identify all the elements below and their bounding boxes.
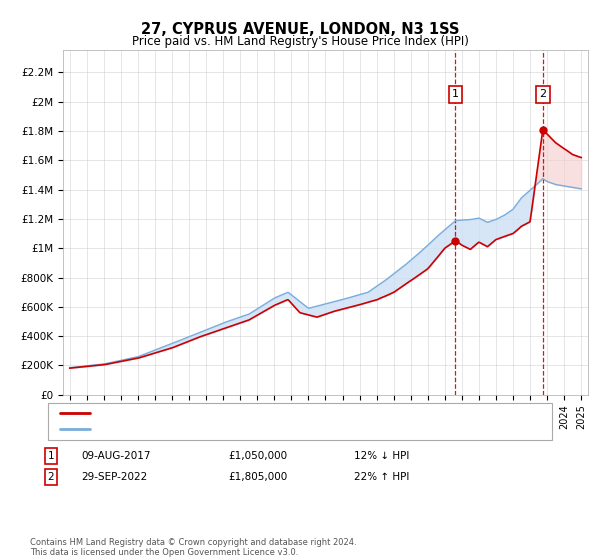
Text: £1,050,000: £1,050,000 [228,451,287,461]
Text: 12% ↓ HPI: 12% ↓ HPI [354,451,409,461]
Text: 09-AUG-2017: 09-AUG-2017 [81,451,151,461]
Text: Contains HM Land Registry data © Crown copyright and database right 2024.
This d: Contains HM Land Registry data © Crown c… [30,538,356,557]
Text: 27, CYPRUS AVENUE, LONDON, N3 1SS (detached house): 27, CYPRUS AVENUE, LONDON, N3 1SS (detac… [93,408,406,418]
Text: 29-SEP-2022: 29-SEP-2022 [81,472,147,482]
Text: 27, CYPRUS AVENUE, LONDON, N3 1SS: 27, CYPRUS AVENUE, LONDON, N3 1SS [141,22,459,38]
Text: 1: 1 [47,451,55,461]
Text: HPI: Average price, detached house, Barnet: HPI: Average price, detached house, Barn… [93,424,332,435]
Text: Price paid vs. HM Land Registry's House Price Index (HPI): Price paid vs. HM Land Registry's House … [131,35,469,48]
Text: 2: 2 [539,90,547,99]
Text: 22% ↑ HPI: 22% ↑ HPI [354,472,409,482]
Text: 2: 2 [47,472,55,482]
Text: £1,805,000: £1,805,000 [228,472,287,482]
Text: 1: 1 [452,90,459,99]
